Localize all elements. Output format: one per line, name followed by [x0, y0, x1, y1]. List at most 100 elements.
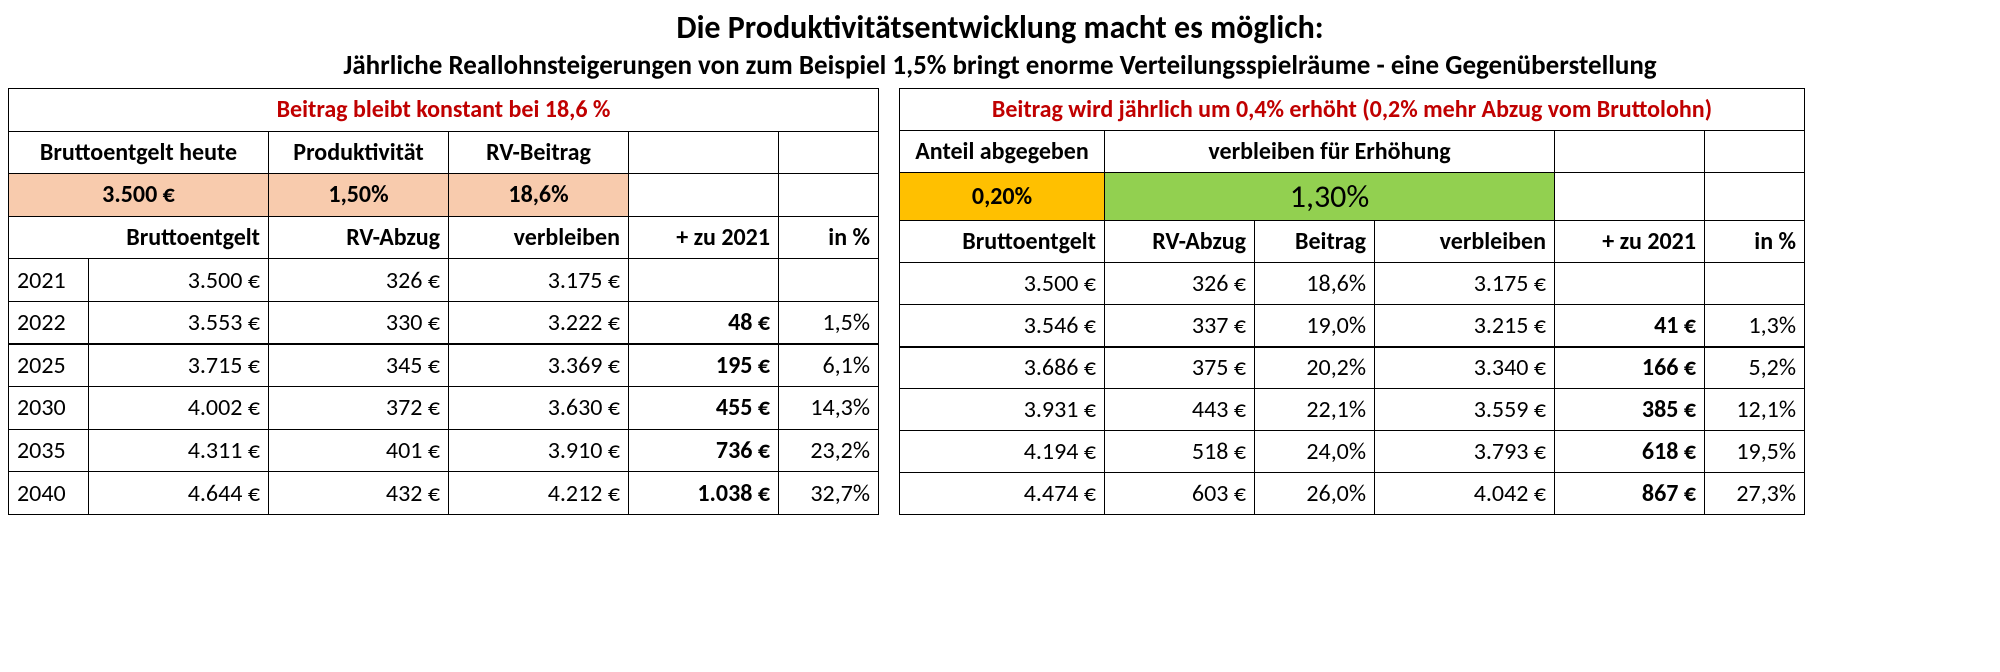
- plus-cell: 736 €: [629, 429, 779, 472]
- plus-cell: 48 €: [629, 301, 779, 344]
- left-colhdr-1: Bruttoentgelt: [9, 216, 269, 259]
- abzug-cell: 326 €: [269, 259, 449, 302]
- brutto-cell: 3.931 €: [900, 389, 1105, 431]
- tables-container: Beitrag bleibt konstant bei 18,6 % Brutt…: [8, 88, 1992, 515]
- verbl-cell: 3.630 €: [449, 387, 629, 430]
- right-bigval-2: 1,30%: [1105, 173, 1555, 221]
- right-colhdr-3: Beitrag: [1255, 221, 1375, 263]
- blank-cell: [779, 174, 879, 217]
- subtitle: Jährliche Reallohnsteigerungen von zum B…: [8, 49, 1992, 82]
- pct-cell: 32,7%: [779, 472, 879, 515]
- brutto-cell: 4.194 €: [900, 431, 1105, 473]
- blank-cell: [1555, 173, 1705, 221]
- plus-cell: 455 €: [629, 387, 779, 430]
- verbl-cell: 3.175 €: [1375, 263, 1555, 305]
- left-subheader-2: Produktivität: [269, 131, 449, 174]
- beitrag-cell: 18,6%: [1255, 263, 1375, 305]
- year-cell: 2035: [9, 429, 89, 472]
- table-row: 4.474 € 603 € 26,0% 4.042 € 867 € 27,3%: [900, 473, 1805, 515]
- verbl-cell: 3.793 €: [1375, 431, 1555, 473]
- plus-cell: 166 €: [1555, 347, 1705, 389]
- abzug-cell: 443 €: [1105, 389, 1255, 431]
- pct-cell: [779, 259, 879, 302]
- year-cell: 2030: [9, 387, 89, 430]
- left-colhdr-3: verbleiben: [449, 216, 629, 259]
- brutto-cell: 3.715 €: [89, 344, 269, 387]
- right-subheader-1: Anteil abgegeben: [900, 131, 1105, 173]
- left-subheader-1: Bruttoentgelt heute: [9, 131, 269, 174]
- beitrag-cell: 20,2%: [1255, 347, 1375, 389]
- blank-cell: [1705, 173, 1805, 221]
- beitrag-cell: 19,0%: [1255, 305, 1375, 347]
- abzug-cell: 375 €: [1105, 347, 1255, 389]
- plus-cell: [629, 259, 779, 302]
- left-header: Beitrag bleibt konstant bei 18,6 %: [9, 89, 879, 132]
- plus-cell: 1.038 €: [629, 472, 779, 515]
- beitrag-cell: 22,1%: [1255, 389, 1375, 431]
- plus-cell: [1555, 263, 1705, 305]
- abzug-cell: 345 €: [269, 344, 449, 387]
- pct-cell: 6,1%: [779, 344, 879, 387]
- pct-cell: 1,5%: [779, 301, 879, 344]
- pct-cell: 1,3%: [1705, 305, 1805, 347]
- pct-cell: 14,3%: [779, 387, 879, 430]
- brutto-cell: 4.311 €: [89, 429, 269, 472]
- table-row: 2022 3.553 € 330 € 3.222 € 48 € 1,5%: [9, 301, 879, 344]
- abzug-cell: 372 €: [269, 387, 449, 430]
- year-cell: 2025: [9, 344, 89, 387]
- plus-cell: 41 €: [1555, 305, 1705, 347]
- table-row: 2021 3.500 € 326 € 3.175 €: [9, 259, 879, 302]
- verbl-cell: 3.175 €: [449, 259, 629, 302]
- brutto-cell: 4.002 €: [89, 387, 269, 430]
- beitrag-cell: 24,0%: [1255, 431, 1375, 473]
- left-colhdr-2: RV-Abzug: [269, 216, 449, 259]
- verbl-cell: 3.369 €: [449, 344, 629, 387]
- pct-cell: 27,3%: [1705, 473, 1805, 515]
- plus-cell: 195 €: [629, 344, 779, 387]
- verbl-cell: 3.215 €: [1375, 305, 1555, 347]
- abzug-cell: 432 €: [269, 472, 449, 515]
- plus-cell: 385 €: [1555, 389, 1705, 431]
- verbl-cell: 3.222 €: [449, 301, 629, 344]
- table-row: 3.686 € 375 € 20,2% 3.340 € 166 € 5,2%: [900, 347, 1805, 389]
- left-colhdr-4: + zu 2021: [629, 216, 779, 259]
- right-colhdr-2: RV-Abzug: [1105, 221, 1255, 263]
- pct-cell: 23,2%: [779, 429, 879, 472]
- brutto-cell: 3.500 €: [89, 259, 269, 302]
- abzug-cell: 401 €: [269, 429, 449, 472]
- table-row: 2040 4.644 € 432 € 4.212 € 1.038 € 32,7%: [9, 472, 879, 515]
- table-row: 4.194 € 518 € 24,0% 3.793 € 618 € 19,5%: [900, 431, 1805, 473]
- abzug-cell: 518 €: [1105, 431, 1255, 473]
- right-subheader-2: verbleiben für Erhöhung: [1105, 131, 1555, 173]
- left-subheader-3: RV-Beitrag: [449, 131, 629, 174]
- pct-cell: 5,2%: [1705, 347, 1805, 389]
- beitrag-cell: 26,0%: [1255, 473, 1375, 515]
- right-table: Beitrag wird jährlich um 0,4% erhöht (0,…: [899, 88, 1805, 515]
- brutto-cell: 3.553 €: [89, 301, 269, 344]
- abzug-cell: 337 €: [1105, 305, 1255, 347]
- left-bigval-2: 1,50%: [269, 174, 449, 217]
- year-cell: 2040: [9, 472, 89, 515]
- blank-cell: [629, 131, 779, 174]
- table-row: 2035 4.311 € 401 € 3.910 € 736 € 23,2%: [9, 429, 879, 472]
- verbl-cell: 4.042 €: [1375, 473, 1555, 515]
- brutto-cell: 4.474 €: [900, 473, 1105, 515]
- brutto-cell: 4.644 €: [89, 472, 269, 515]
- blank-cell: [629, 174, 779, 217]
- pct-cell: [1705, 263, 1805, 305]
- table-row: 2025 3.715 € 345 € 3.369 € 195 € 6,1%: [9, 344, 879, 387]
- left-table: Beitrag bleibt konstant bei 18,6 % Brutt…: [8, 88, 879, 515]
- abzug-cell: 603 €: [1105, 473, 1255, 515]
- blank-cell: [1555, 131, 1705, 173]
- pct-cell: 19,5%: [1705, 431, 1805, 473]
- right-header: Beitrag wird jährlich um 0,4% erhöht (0,…: [900, 89, 1805, 131]
- right-colhdr-4: verbleiben: [1375, 221, 1555, 263]
- plus-cell: 618 €: [1555, 431, 1705, 473]
- table-row: 3.500 € 326 € 18,6% 3.175 €: [900, 263, 1805, 305]
- right-colhdr-5: + zu 2021: [1555, 221, 1705, 263]
- right-bigval-1: 0,20%: [900, 173, 1105, 221]
- year-cell: 2022: [9, 301, 89, 344]
- pct-cell: 12,1%: [1705, 389, 1805, 431]
- left-colhdr-5: in %: [779, 216, 879, 259]
- brutto-cell: 3.500 €: [900, 263, 1105, 305]
